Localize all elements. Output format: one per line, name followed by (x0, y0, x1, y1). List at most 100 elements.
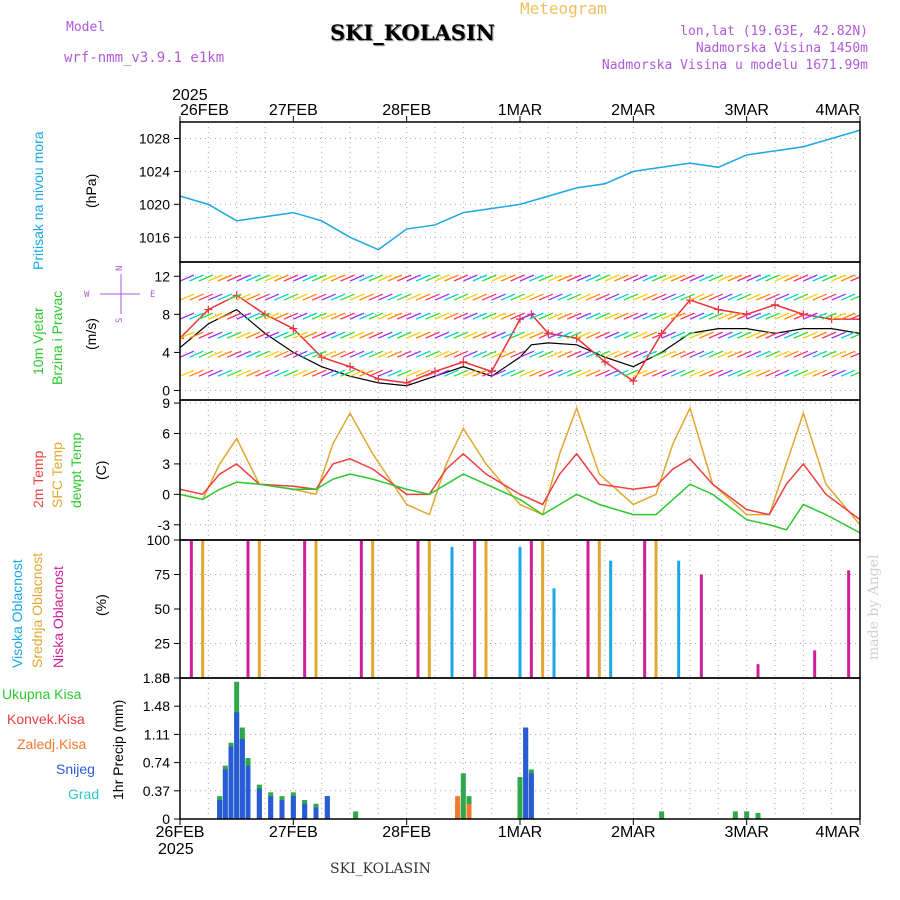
wind-barb (727, 293, 743, 301)
wind-barb (765, 369, 780, 377)
wind-barb (255, 350, 270, 358)
wind-barb (500, 274, 516, 282)
wind-barb (689, 312, 705, 320)
wind-barb (812, 274, 828, 282)
wind-barb (434, 331, 450, 339)
wind-barb (330, 274, 346, 282)
wind-barb (538, 274, 554, 282)
date-label-bottom: 27FEB (269, 824, 318, 841)
wind-barb (642, 293, 658, 301)
wind-barb (595, 350, 610, 358)
wind-barb (387, 369, 403, 377)
wind-barb (302, 350, 318, 358)
wind-barb (538, 369, 554, 377)
wind-barb (604, 274, 620, 282)
y-tick-label: 6 (162, 425, 170, 441)
wind-barb (519, 293, 535, 301)
wind-barb (472, 369, 488, 377)
wind-barb (774, 274, 790, 282)
y-tick-label: 8 (162, 306, 170, 322)
wind-barb (803, 331, 818, 339)
wind-barb (633, 331, 648, 339)
wind-barb (718, 274, 733, 282)
cloud-mid-label: Srednja Oblacnost (29, 553, 45, 668)
wind-barb (255, 293, 270, 301)
meteogram-label: Meteogram (520, 0, 607, 18)
made-by-credit: made by Angel (866, 554, 882, 661)
wind-barb (321, 369, 336, 377)
date-label-top: 28FEB (382, 102, 431, 119)
bar-precip-snow (256, 788, 262, 819)
bar-clouds-high (609, 560, 613, 678)
wind-barb (746, 350, 761, 358)
pressure-unit-label: (hPa) (83, 174, 99, 208)
wind-barb (850, 314, 860, 320)
series-temperature-dewpt (180, 473, 860, 534)
wind-barb (283, 369, 299, 377)
wind-barb (831, 331, 846, 339)
wind-barb (538, 312, 554, 320)
wind-barb (529, 331, 544, 339)
date-label-top: 2MAR (611, 102, 655, 119)
year-label-bottom: 2025 (158, 841, 194, 858)
wind-barb (330, 312, 346, 320)
wind-barb (538, 350, 554, 358)
bar-clouds-low (416, 540, 420, 678)
wind-barb (481, 350, 497, 358)
wind-barb (680, 312, 695, 320)
wind-barb (821, 369, 837, 377)
wind-barb (481, 293, 497, 301)
wind-barb (850, 352, 860, 358)
y-tick-label: 0 (162, 811, 170, 827)
wind-barb (736, 293, 752, 301)
date-label-top: 26FEB (180, 102, 229, 119)
gust-point (686, 296, 694, 305)
wind-barb (670, 312, 686, 320)
wind-barb (415, 293, 431, 301)
wind-barb (340, 312, 355, 320)
wind-barb (311, 331, 327, 339)
compass-w: W (84, 290, 90, 300)
wind-barb (793, 312, 809, 320)
wind-barb (803, 274, 818, 282)
gust-point (289, 324, 298, 333)
wind-barb (180, 350, 195, 358)
bar-clouds-low (643, 540, 647, 678)
compass-e: E (150, 290, 155, 300)
wind-barb (642, 274, 658, 282)
wind-barb (311, 312, 327, 320)
wind-barb (519, 274, 535, 282)
wind-barb (548, 369, 563, 377)
wind-barb (293, 350, 308, 358)
wind-barb (642, 312, 658, 320)
wind-barb (208, 331, 223, 339)
wind-barb (387, 350, 403, 358)
wind-barb (198, 369, 214, 377)
wind-barb (670, 293, 686, 301)
bar-clouds-low (246, 540, 250, 678)
wind-barb (699, 331, 714, 339)
wind-barb (444, 369, 459, 377)
wind-barb (481, 331, 497, 339)
model-name: wrf-nmm_v3.9.1 e1km (64, 50, 225, 66)
wind-barb (180, 293, 195, 301)
series-pressure-line (180, 129, 860, 251)
wind-barb (755, 369, 771, 377)
wind-barb (680, 331, 695, 339)
wind-barb (481, 369, 497, 377)
wind-barb (463, 293, 478, 301)
bar-clouds-mid (201, 540, 205, 678)
wind-barb (529, 293, 544, 301)
wind-barb (491, 312, 506, 320)
cloud-low-label: Niska Oblacnost (50, 566, 66, 668)
wind-barb (614, 274, 629, 282)
wind-barb (784, 293, 799, 301)
y-tick-label: 1.85 (143, 670, 170, 686)
wind-barb (321, 274, 336, 282)
bar-clouds-low (303, 540, 307, 678)
wind-barb (803, 293, 818, 301)
wind-barb (708, 369, 724, 377)
year-label-top: 2025 (172, 87, 208, 104)
wind-barb (623, 293, 639, 301)
wind-barb (699, 293, 714, 301)
